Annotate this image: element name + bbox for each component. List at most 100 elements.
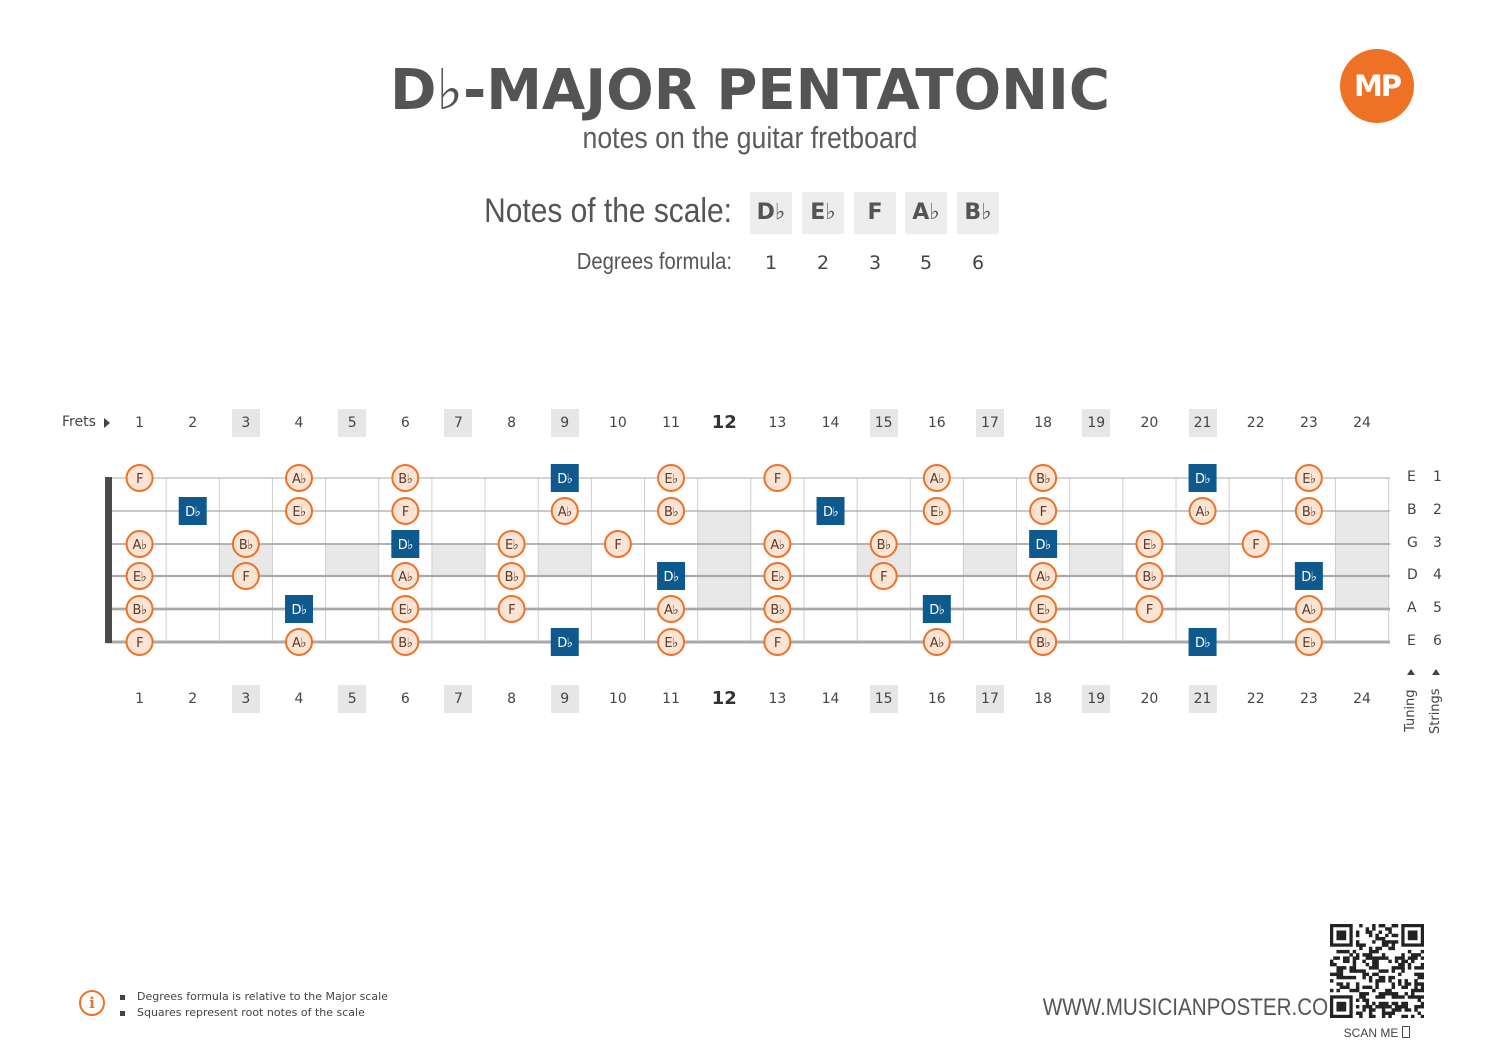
scale-note-2: E♭ [802,192,844,234]
fret-number-bottom-13: 13 [768,691,787,707]
fret-number-top-11: 11 [662,415,680,431]
page-title: D♭-MAJOR PENTATONIC [390,58,1110,123]
fret-number-bottom-17: 17 [975,685,1004,713]
note-marker [763,464,792,492]
inlay-fret-9 [538,544,592,576]
note-label: F [136,636,143,651]
fret-number-bottom-1: 1 [135,691,145,707]
note-marker [285,464,314,492]
strings-arrow-icon [1432,669,1440,675]
note-marker [125,530,154,558]
note-label: B♭ [398,472,412,487]
inlay-fret-21 [1176,544,1230,576]
tuning-note-4: D [1407,567,1418,583]
fret-number-top-7: 7 [444,409,473,437]
note-label: E♭ [399,603,413,618]
string-number-1: 1 [1433,469,1442,485]
note-label: E♭ [1302,636,1316,651]
note-label: B♭ [398,636,412,651]
fret-number-bottom-2: 2 [188,691,198,707]
degree-5: 6 [971,252,985,274]
fret-number-bottom-18: 18 [1034,691,1053,707]
fret-number-top-3: 3 [231,409,260,437]
note-label: F [242,570,249,585]
fret-number-bottom-20: 20 [1140,691,1159,707]
note-marker [657,464,686,492]
note-label: E♭ [664,472,678,487]
note-marker [869,530,898,558]
note-label: F [1252,538,1259,553]
note-label: E♭ [133,570,147,585]
note-marker [1294,595,1323,623]
fret-number-top-14: 14 [821,415,840,431]
website-link[interactable]: WWW.MUSICIANPOSTER.COM [1042,994,1346,1021]
note-label: E♭ [1143,538,1157,553]
note-marker [497,595,526,623]
note-label: F [774,636,781,651]
page-subtitle: notes on the guitar fretboard [582,120,918,155]
note-marker [391,464,420,492]
note-label: A♭ [664,603,678,618]
fret-number-top-15: 15 [869,409,898,437]
note-label: D♭ [185,505,201,520]
note-label: A♭ [770,538,784,553]
fret-number-bottom-5: 5 [338,685,367,713]
note-label: B♭ [877,538,891,553]
tuning-note-1: E [1407,469,1416,485]
fret-number-bottom-24: 24 [1353,691,1371,707]
tuning-note-3: G [1407,535,1418,551]
note-marker [231,562,260,590]
nut [105,477,112,643]
note-label: E♭ [1036,603,1050,618]
note-label: D♭ [1036,538,1052,553]
frets-arrow-icon [104,418,110,428]
note-label: E♭ [505,538,519,553]
phone-icon [1402,1026,1411,1038]
fret-number-bottom-4: 4 [294,691,304,707]
note-marker [231,530,260,558]
note-marker [125,562,154,590]
fret-number-bottom-14: 14 [821,691,840,707]
note-marker [1294,497,1323,525]
note-marker [603,530,632,558]
frets-label: Frets [62,414,96,430]
note-label: F [136,472,143,487]
note-marker [391,562,420,590]
note-marker [922,628,951,656]
note-label: B♭ [133,603,147,618]
fret-number-top-23: 23 [1299,415,1318,431]
notes-of-scale-label: Notes of the scale: [484,192,732,230]
fret-number-top-9: 9 [550,409,579,437]
note-label: E♭ [1302,472,1316,487]
root-note-marker [657,562,686,590]
note-label: F [1146,603,1153,618]
string-number-4: 4 [1433,567,1442,583]
root-note-marker [1029,530,1058,558]
fret-number-top-21: 21 [1188,409,1217,437]
note-marker [1029,628,1058,656]
degree-2: 2 [816,252,830,274]
note-label: F [508,603,515,618]
fret-number-bottom-23: 23 [1299,691,1318,707]
root-note-marker [1188,464,1217,492]
note-marker [550,497,579,525]
qr-code-icon[interactable] [1330,924,1424,1018]
note-label: D♭ [398,538,414,553]
inlay-fret-19 [1069,544,1123,576]
note-marker [869,562,898,590]
note-label: A♭ [133,538,147,553]
note-label: A♭ [1196,505,1210,520]
fret-number-top-16: 16 [927,415,946,431]
fret-number-top-12: 12 [711,412,737,433]
note-label: B♭ [239,538,253,553]
musicianposter-logo: MP [1340,49,1414,123]
note-marker [1188,497,1217,525]
note-label: F [614,538,621,553]
tuning-arrow-icon [1407,669,1415,675]
inlay-fret-7 [431,544,486,576]
degree-4: 5 [919,252,933,274]
fret-number-bottom-9: 9 [550,685,579,713]
note-label: E♭ [292,505,306,520]
note-marker [763,595,792,623]
